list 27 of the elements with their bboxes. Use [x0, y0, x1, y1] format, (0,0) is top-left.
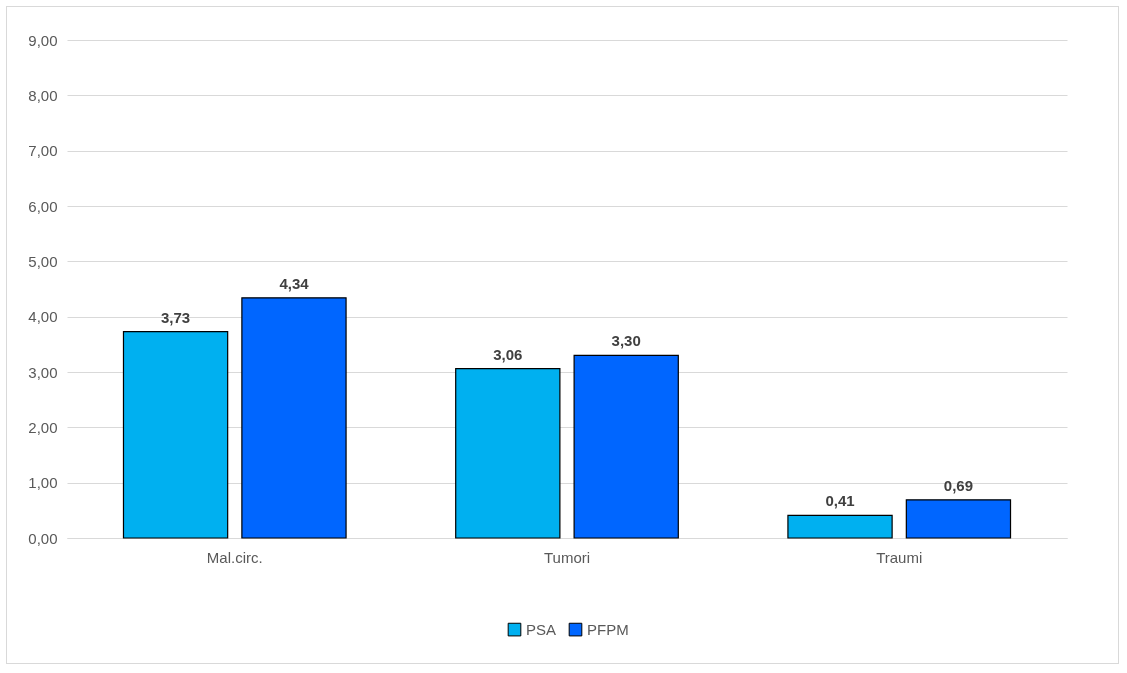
y-tick-label: 3,00 — [28, 363, 58, 381]
y-tick-label: 4,00 — [28, 308, 58, 326]
bar — [455, 368, 561, 539]
bar — [905, 499, 1012, 539]
x-tick-label: Tumori — [543, 548, 591, 566]
y-tick-label: 6,00 — [28, 197, 58, 215]
data-label: 0,41 — [825, 492, 855, 510]
bar — [122, 331, 229, 539]
bar — [573, 354, 679, 539]
data-label: 3,06 — [493, 345, 523, 363]
bar — [241, 297, 347, 539]
y-tick-label: 2,00 — [28, 418, 58, 436]
y-tick-label: 7,00 — [28, 142, 58, 160]
legend-label: PSA — [526, 620, 557, 638]
y-tick-label: 0,00 — [28, 529, 58, 547]
y-tick-label: 5,00 — [28, 252, 58, 270]
x-tick-label: Mal.circ. — [206, 548, 263, 566]
bar — [787, 514, 893, 539]
y-tick-label: 9,00 — [28, 31, 58, 49]
data-label: 4,34 — [279, 274, 310, 292]
data-label: 3,30 — [611, 332, 641, 350]
y-tick-label: 1,00 — [28, 474, 58, 492]
data-label: 0,69 — [943, 476, 974, 494]
x-tick-label: Traumi — [876, 548, 923, 566]
y-tick-label: 8,00 — [28, 86, 58, 104]
data-label: 3,73 — [160, 308, 191, 326]
legend-label: PFPM — [587, 620, 629, 638]
